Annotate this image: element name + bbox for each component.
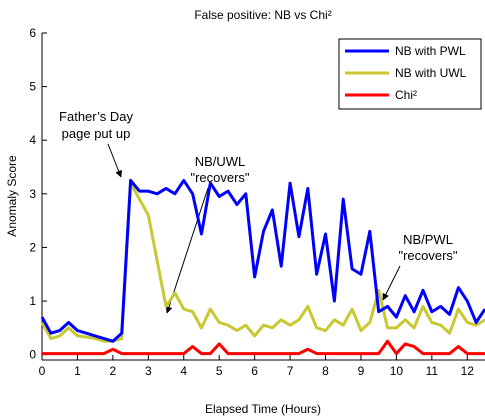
annotation-text: NB/PWL [403,232,453,247]
x-axis-label: Elapsed Time (Hours) [205,402,321,416]
annotation-text: NB/UWL [195,154,246,169]
annotation-text: Father’s Day [59,109,133,124]
y-tick-label: 3 [29,187,36,201]
x-tick-label: 6 [251,364,258,378]
x-tick-label: 9 [358,364,365,378]
annotation-text: "recovers" [190,170,249,185]
series-line [40,178,485,343]
x-tick-label: 12 [461,364,475,378]
x-tick-label: 2 [110,364,117,378]
y-tick-label: 6 [29,26,36,40]
annotation-arrow [382,265,401,301]
x-tick-label: 8 [322,364,329,378]
annotation-text: "recovers" [398,248,457,263]
y-tick-label: 1 [29,294,36,308]
y-tick-label: 4 [29,133,36,147]
y-tick-label: 2 [29,240,36,254]
x-tick-label: 0 [39,364,46,378]
x-tick-label: 10 [390,364,404,378]
y-tick-label: 0 [29,348,36,362]
x-tick-label: 5 [216,364,223,378]
x-tick-label: 3 [145,364,152,378]
annotation-text: page put up [62,126,131,141]
legend-label: NB with UWL [395,66,467,80]
legend-label: NB with PWL [395,44,466,58]
x-tick-label: 1 [74,364,81,378]
y-tick-label: 5 [29,80,36,94]
x-tick-label: 4 [180,364,187,378]
x-tick-label: 7 [287,364,294,378]
y-axis-label: Anomaly Score [5,155,19,237]
chart-title: False positive: NB vs Chi² [194,8,331,22]
annotation: Father’s Day page put up NB/UWL "recover… [59,109,458,314]
annotation-arrow [107,143,122,178]
x-tick-label: 11 [426,364,439,378]
legend-label: Chi² [395,88,417,102]
series-line [42,339,485,356]
